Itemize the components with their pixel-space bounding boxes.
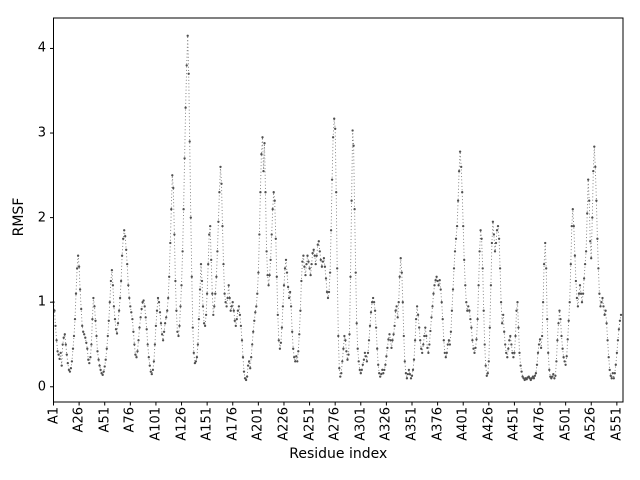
x-axis-label: Residue index: [289, 446, 388, 462]
x-tick-label: A426: [481, 407, 497, 441]
plot-frame: [53, 17, 624, 403]
x-tick-label: A451: [506, 407, 522, 441]
axis-ticks: [50, 47, 618, 406]
x-tick-label: A376: [430, 407, 446, 441]
y-tick-label: 1: [37, 294, 46, 310]
rmsf-series: [52, 34, 623, 382]
x-tick-label: A226: [276, 407, 292, 441]
x-tick-label: A251: [302, 407, 318, 441]
x-tick-label: A176: [225, 407, 241, 441]
x-tick-label: A551: [609, 407, 625, 441]
x-tick-label: A301: [353, 407, 369, 441]
x-tick-label: A351: [404, 407, 420, 441]
x-tick-label: A101: [148, 407, 164, 441]
x-tick-label: A476: [532, 407, 548, 441]
x-tick-label: A151: [199, 407, 215, 441]
y-axis-label: RMSF: [11, 197, 27, 237]
y-tick-label: 4: [37, 40, 46, 56]
x-tick-label: A401: [455, 407, 471, 441]
x-tick-label: A51: [97, 407, 113, 433]
x-tick-label: A126: [174, 407, 190, 441]
y-tick-label: 3: [37, 125, 46, 141]
y-tick-label: 0: [37, 379, 46, 395]
y-tick-label: 2: [37, 210, 46, 226]
x-tick-label: A1: [46, 407, 61, 425]
x-tick-label: A26: [71, 407, 87, 433]
x-tick-label: A526: [583, 407, 599, 441]
x-tick-label: A76: [122, 407, 138, 433]
x-tick-label: A326: [378, 407, 394, 441]
x-tick-label: A276: [327, 407, 343, 441]
series-line: [53, 35, 622, 382]
x-tick-label: A501: [558, 407, 574, 441]
x-tick-label: A201: [250, 407, 266, 441]
